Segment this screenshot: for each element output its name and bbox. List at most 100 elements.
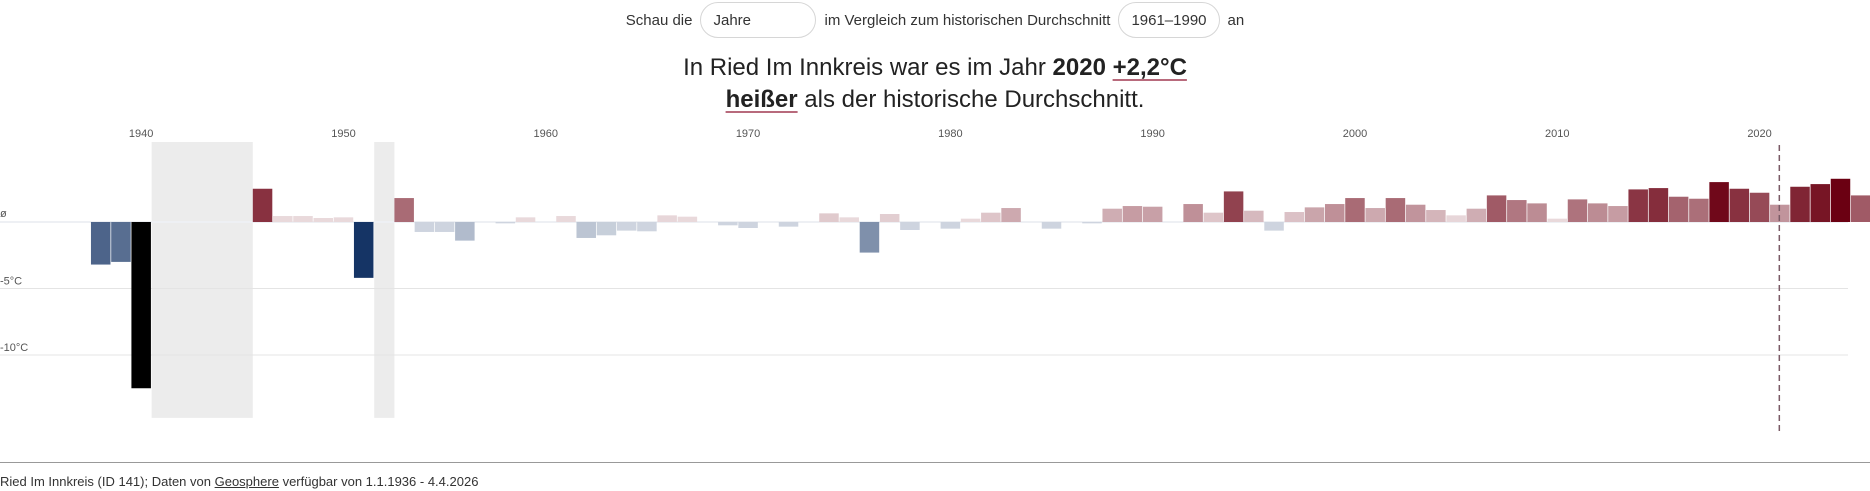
bar-1964: [616, 222, 637, 231]
comparison-controls: Schau die Jahre im Vergleich zum histori…: [0, 0, 1870, 40]
x-tick-label: 1990: [1140, 128, 1164, 140]
missing-data-band: [151, 142, 253, 418]
bar-2012: [1587, 203, 1608, 222]
bar-2000: [1345, 198, 1365, 222]
reference-period-select[interactable]: 1961–1990: [1118, 2, 1220, 38]
bar-1961: [556, 216, 576, 222]
bar-1997: [1284, 212, 1305, 222]
bar-2006: [1466, 208, 1487, 222]
bar-2005: [1446, 215, 1466, 222]
bar-1954: [414, 222, 435, 232]
x-tick-label: 1940: [129, 128, 153, 140]
bar-2013: [1608, 206, 1628, 222]
bar-1959: [515, 217, 536, 222]
bar-1951: [353, 222, 374, 278]
x-tick-label: 1960: [534, 128, 558, 140]
x-tick-label: 2000: [1343, 128, 1367, 140]
bar-1983: [1001, 208, 1021, 222]
bar-1980: [940, 222, 961, 229]
bar-1939: [111, 222, 131, 262]
bar-1974: [819, 213, 839, 222]
bar-1998: [1304, 207, 1325, 222]
y-tick-label: ø: [0, 208, 7, 220]
bar-1995: [1244, 210, 1264, 222]
bar-1966: [657, 215, 677, 222]
headline-year: 2020: [1052, 54, 1106, 81]
bar-2017: [1689, 198, 1709, 222]
bar-2024: [1830, 178, 1851, 222]
bar-2002: [1385, 198, 1406, 222]
controls-suffix: an: [1227, 11, 1245, 29]
headline: In Ried Im Innkreis war es im Jahr 2020 …: [0, 52, 1870, 116]
bar-1969: [718, 222, 738, 226]
bar-1963: [596, 222, 617, 236]
x-tick-label: 1980: [938, 128, 962, 140]
x-tick-label: 2020: [1747, 128, 1771, 140]
bar-1949: [313, 218, 333, 222]
bar-1990: [1142, 206, 1163, 222]
bar-2023: [1810, 184, 1831, 222]
bar-1965: [637, 222, 657, 232]
bar-1955: [434, 222, 455, 232]
bar-1972: [778, 222, 799, 227]
headline-delta: +2,2°C: [1112, 54, 1187, 81]
footer-divider: [0, 462, 1870, 463]
missing-data-band: [374, 142, 395, 418]
footer-station: Ried Im Innkreis (ID 141); Daten von: [0, 474, 211, 489]
bar-1975: [839, 217, 859, 222]
headline-word: heißer: [725, 86, 798, 113]
bar-2014: [1628, 189, 1648, 222]
bar-1947: [273, 216, 293, 222]
bar-1946: [252, 188, 273, 222]
bar-2008: [1507, 200, 1527, 222]
bar-1938: [90, 222, 111, 265]
bar-2011: [1567, 199, 1588, 222]
bar-1999: [1324, 204, 1345, 222]
bar-1982: [981, 212, 1001, 222]
x-tick-label: 1950: [331, 128, 355, 140]
bar-1970: [738, 222, 758, 228]
bar-1989: [1122, 206, 1143, 222]
bar-2022: [1790, 186, 1810, 222]
bar-1992: [1183, 204, 1203, 222]
bar-1978: [900, 222, 920, 230]
bar-2025: [1850, 195, 1870, 222]
controls-prefix: Schau die: [625, 11, 693, 29]
headline-part2: als der historische Durchschnitt.: [804, 86, 1145, 113]
source-link[interactable]: Geosphere: [214, 474, 279, 489]
bar-1985: [1041, 222, 1062, 229]
footer-availability: verfügbar von 1.1.1936 - 4.4.2026: [282, 474, 479, 489]
x-tick-label: 1970: [736, 128, 760, 140]
period-select[interactable]: Jahre: [700, 2, 817, 38]
bar-2015: [1648, 188, 1669, 222]
bar-2001: [1365, 208, 1385, 222]
footer: Ried Im Innkreis (ID 141); Daten von Geo…: [0, 474, 478, 489]
bar-1996: [1264, 222, 1284, 231]
temperature-anomaly-chart: ø -5°C -10°C 1940 1950 1960 1970 1980 1990 2000 20…: [0, 128, 1870, 432]
bar-2019: [1729, 188, 1750, 222]
bar-1967: [677, 216, 698, 222]
bar-2020: [1749, 192, 1770, 222]
bar-2018: [1709, 182, 1729, 222]
bar-2010: [1547, 218, 1568, 222]
bar-2021: [1770, 204, 1790, 222]
x-tick-label: 2010: [1545, 128, 1569, 140]
y-tick-label: -5°C: [0, 276, 22, 288]
bar-2004: [1426, 210, 1446, 222]
bar-1987: [1082, 222, 1102, 224]
controls-middle: im Vergleich zum historischen Durchschni…: [824, 11, 1111, 29]
bar-1988: [1102, 208, 1122, 222]
y-tick-label: -10°C: [0, 342, 28, 354]
bar-2009: [1527, 203, 1547, 222]
bar-1948: [293, 216, 313, 222]
bar-1953: [394, 198, 414, 222]
bar-1977: [879, 214, 900, 222]
bar-1950: [333, 217, 354, 222]
bar-2016: [1668, 196, 1689, 222]
bar-1940: [131, 222, 151, 389]
bar-1994: [1223, 191, 1244, 222]
bar-2003: [1405, 204, 1426, 222]
bar-1962: [576, 222, 596, 238]
bar-1993: [1203, 212, 1224, 222]
bar-1958: [495, 222, 516, 224]
